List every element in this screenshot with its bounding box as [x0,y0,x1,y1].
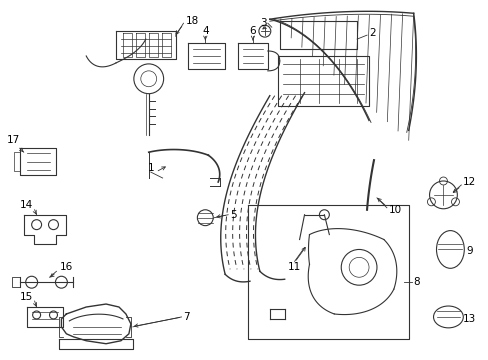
Text: 9: 9 [466,247,472,256]
Text: 8: 8 [413,277,420,287]
Text: 7: 7 [183,312,190,322]
Text: 4: 4 [202,26,208,36]
Text: 12: 12 [462,177,476,187]
Text: 11: 11 [287,262,301,272]
Text: 6: 6 [249,26,256,36]
Text: 15: 15 [20,292,33,302]
Text: 13: 13 [462,314,476,324]
Text: 14: 14 [20,200,33,210]
Text: 3: 3 [260,18,266,28]
Text: 17: 17 [7,135,20,145]
Text: 18: 18 [185,16,198,26]
Text: 1: 1 [147,163,154,173]
Text: 5: 5 [230,210,236,220]
Text: 16: 16 [60,262,73,272]
Text: 10: 10 [388,205,401,215]
Text: 2: 2 [368,28,375,38]
